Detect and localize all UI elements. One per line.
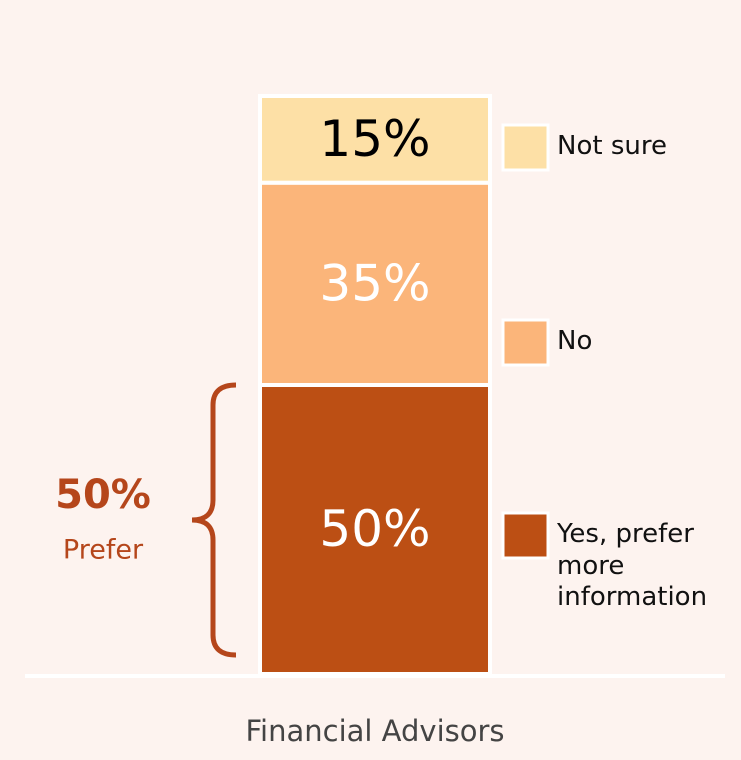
bar-segment xyxy=(258,383,492,676)
data-label: 35% xyxy=(319,254,430,312)
legend-label: No xyxy=(557,326,593,356)
legend-swatch xyxy=(501,511,550,560)
data-label: 15% xyxy=(319,110,430,168)
legend-swatch xyxy=(501,318,550,367)
data-label: 50% xyxy=(319,500,430,558)
legend-label: Not sure xyxy=(557,131,667,161)
legend-label: Yes, prefer more information xyxy=(557,519,708,613)
bar-segment xyxy=(258,94,492,185)
annotation: Prefer xyxy=(63,535,144,566)
bracket xyxy=(191,382,237,658)
annotation: 50% xyxy=(55,472,151,518)
x-tick-label: Financial Advisors xyxy=(245,714,504,748)
legend-swatch xyxy=(501,123,550,172)
bar-segment xyxy=(258,180,492,387)
